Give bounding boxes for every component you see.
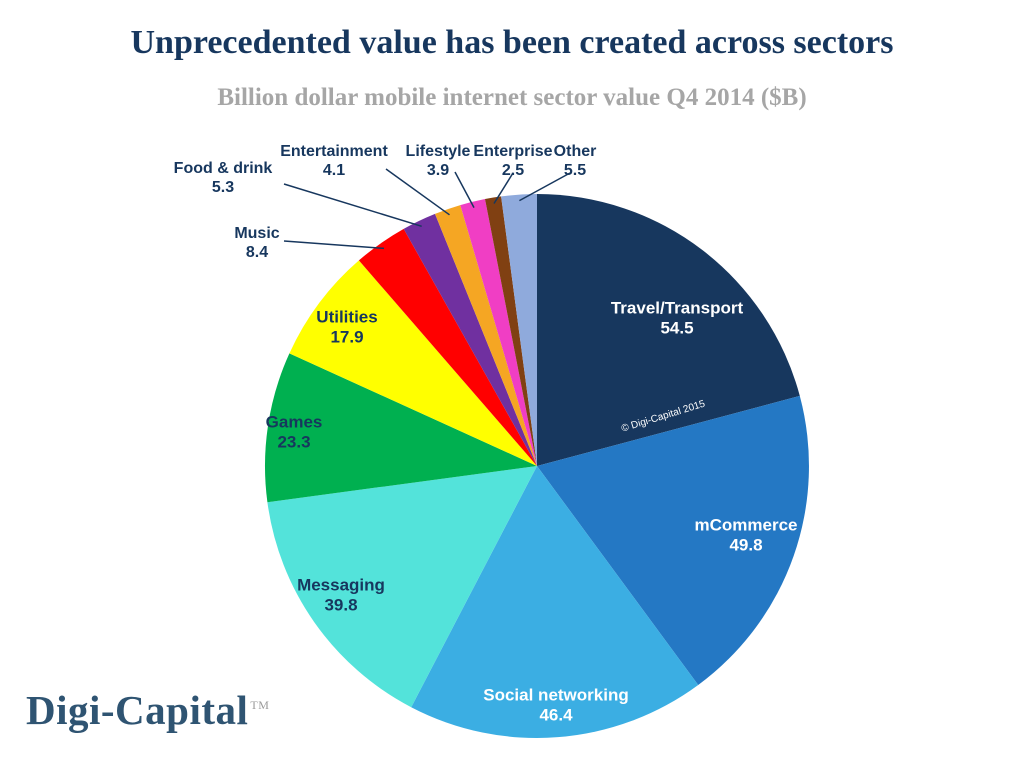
logo-tm-mark: TM xyxy=(250,698,270,713)
pie-slice-music xyxy=(358,228,537,466)
pie-slice-travel-transport xyxy=(537,194,800,466)
pie-slice-entertainment xyxy=(435,205,537,466)
logo: Digi-Capital TM xyxy=(26,686,269,734)
leader-line-food-drink xyxy=(283,183,422,228)
leader-line-other xyxy=(519,172,571,202)
pie-slice-messaging xyxy=(267,466,537,708)
leader-lines xyxy=(283,168,571,250)
leader-line-entertainment xyxy=(385,168,450,216)
pie-slice-mcommerce xyxy=(537,395,809,685)
leader-line-lifestyle xyxy=(454,171,475,208)
leader-line-music xyxy=(283,240,385,250)
logo-text: Digi-Capital xyxy=(26,687,249,733)
pie-slice-utilities xyxy=(289,260,537,466)
pie-slice-social-networking xyxy=(411,466,699,738)
pie-slices xyxy=(264,194,809,738)
chart-subtitle: Billion dollar mobile internet sector va… xyxy=(217,84,807,111)
pie-slice-games xyxy=(264,353,537,503)
page-title: Unprecedented value has been created acr… xyxy=(130,24,894,61)
pie-slice-food-drink xyxy=(403,213,537,466)
pie-slice-enterprise xyxy=(485,196,537,466)
pie-slice-other xyxy=(501,194,537,466)
leader-line-enterprise xyxy=(493,172,514,204)
pie-slice-lifestyle xyxy=(460,199,537,466)
